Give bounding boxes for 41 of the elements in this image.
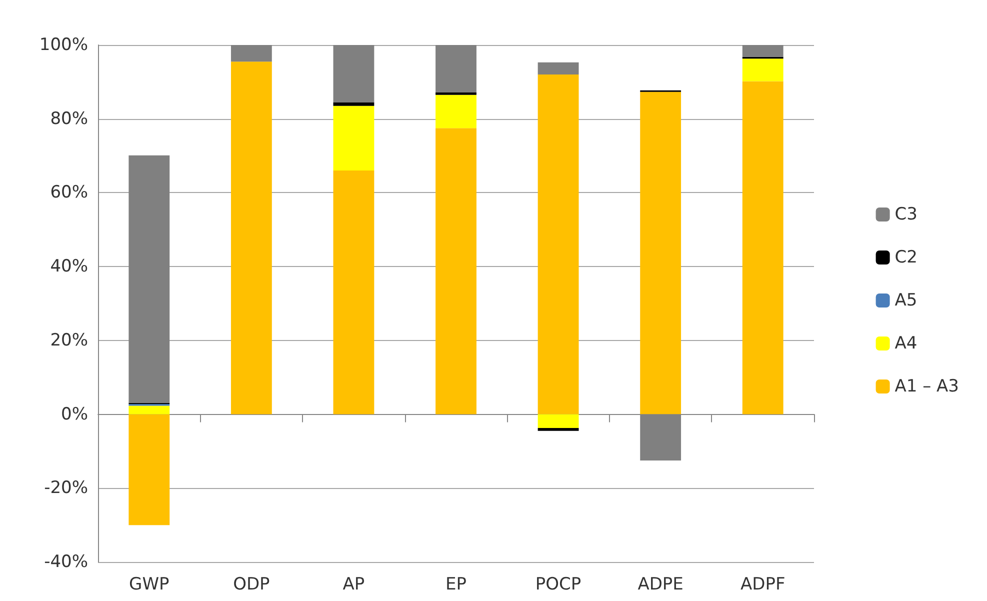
bar [436, 94, 476, 128]
x-tick-label: ADPE [638, 574, 684, 594]
bar [538, 414, 579, 428]
legend-label: A5 [894, 290, 918, 310]
bar [128, 406, 170, 414]
legend-label: A4 [894, 334, 918, 354]
x-tick-label: GWP [129, 574, 170, 594]
bar [538, 74, 579, 414]
bar [538, 428, 579, 431]
y-tick-label: 0% [61, 404, 88, 424]
y-tick-label: -40% [44, 552, 88, 572]
bar [333, 102, 374, 106]
bar [742, 81, 784, 414]
bar [128, 414, 170, 526]
bar [640, 92, 682, 414]
x-tick-label: AP [342, 574, 365, 594]
bar [742, 58, 784, 82]
bar [230, 45, 272, 62]
x-tick-label: ODP [233, 574, 270, 594]
bar [333, 170, 374, 414]
legend-label: C2 [894, 248, 918, 268]
bar [333, 45, 374, 102]
legend-label: C3 [894, 204, 918, 224]
bar [436, 45, 476, 92]
bar [128, 155, 170, 403]
bar [436, 92, 476, 95]
bar [538, 62, 579, 75]
y-tick-label: 100% [39, 35, 88, 55]
bar [333, 106, 374, 171]
bar [230, 62, 272, 414]
x-tick-label: ADPF [740, 574, 786, 594]
y-tick-label: 40% [50, 256, 88, 277]
bar [742, 45, 784, 57]
y-tick-label: -20% [44, 478, 88, 498]
x-tick-label: POCP [535, 574, 582, 594]
x-tick-label: EP [446, 574, 466, 594]
y-tick-label: 80% [50, 108, 88, 129]
bar [436, 128, 476, 414]
legend-label: A1 – A3 [894, 376, 960, 396]
y-tick-label: 60% [50, 182, 88, 203]
y-tick-label: 20% [50, 330, 88, 350]
